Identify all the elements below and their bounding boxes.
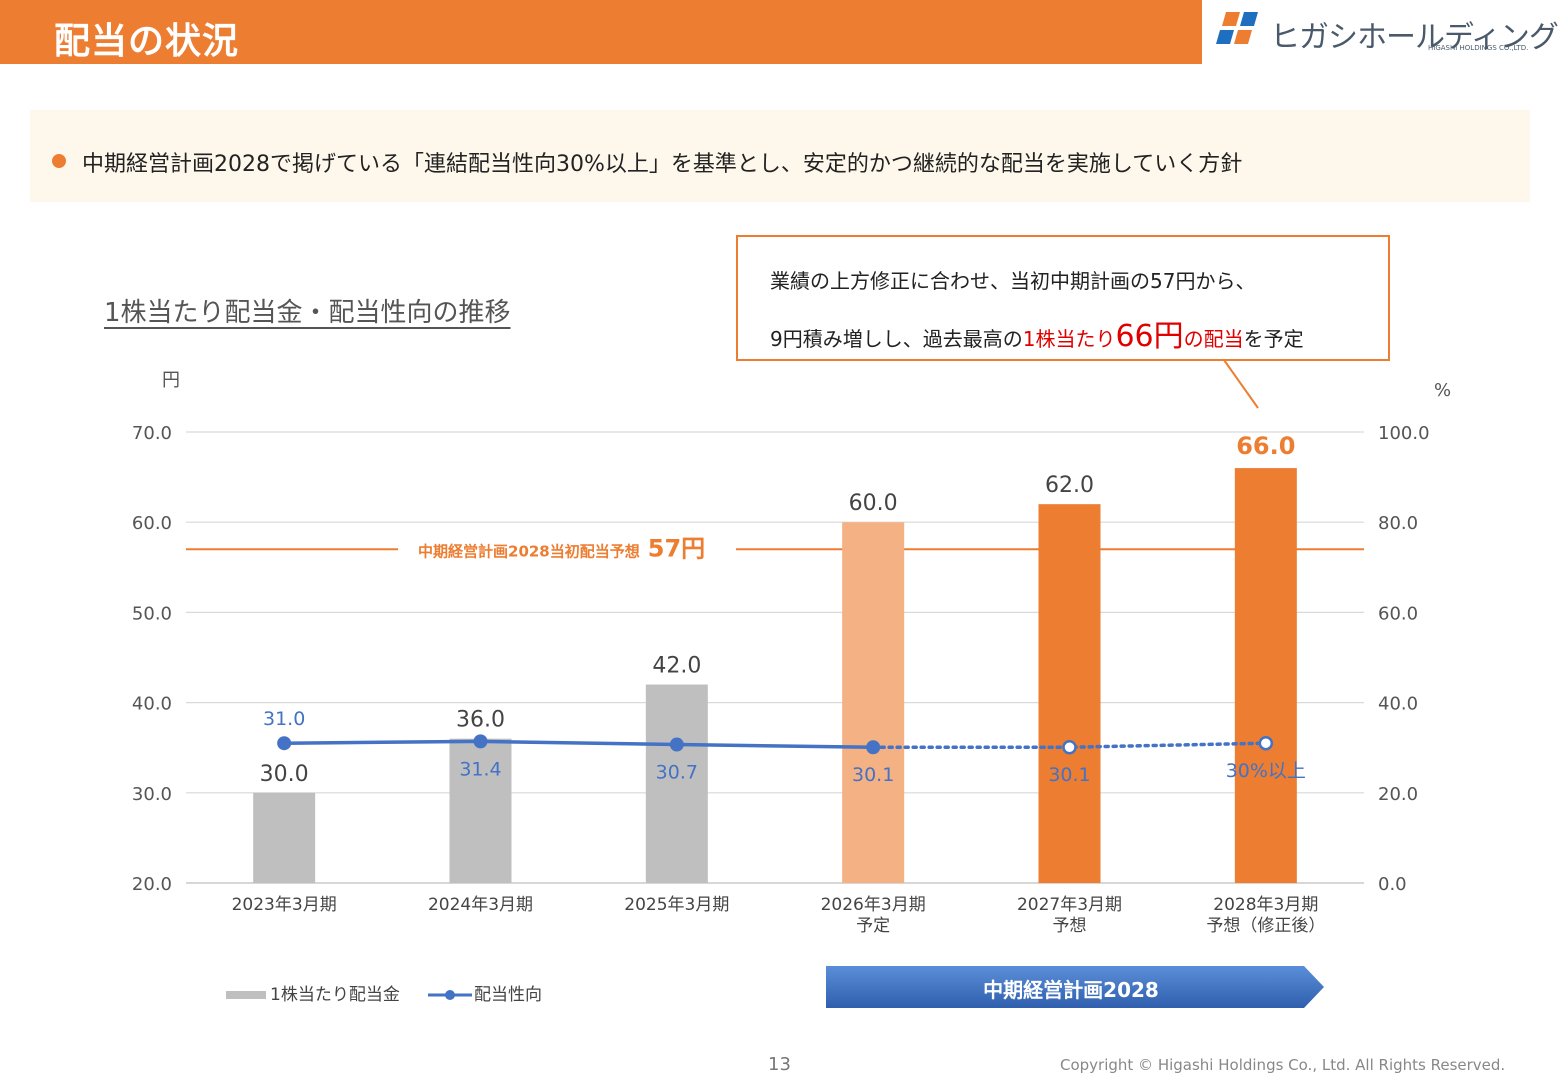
x-category-line1: 2028年3月期 bbox=[1213, 895, 1319, 915]
callout-text-b: 1株当たり bbox=[1022, 327, 1116, 351]
payout-value-label: 31.0 bbox=[263, 708, 305, 730]
x-category-line1: 2024年3月期 bbox=[427, 895, 534, 915]
callout-box: 業績の上方修正に合わせ、当初中期計画の57円から、 9円積み増しし、過去最高の1… bbox=[736, 235, 1390, 361]
y-left-tick-label: 70.0 bbox=[132, 423, 172, 444]
bar-value-label: 62.0 bbox=[1045, 473, 1094, 498]
banner-arrow-shape bbox=[826, 966, 1324, 1008]
y-right-tick-label: 60.0 bbox=[1378, 603, 1418, 624]
logo-subtext: HIGASHI HOLDINGS CO.,LTD. bbox=[1428, 44, 1529, 52]
header-bar: 配当の状況 bbox=[0, 0, 1202, 64]
legend-line-marker-icon bbox=[428, 990, 472, 1000]
bar bbox=[645, 684, 708, 883]
logo-mark-icon bbox=[1216, 12, 1258, 44]
company-logo: ヒガシホールディングス HIGASHI HOLDINGS CO.,LTD. bbox=[1212, 10, 1560, 56]
callout-pointer bbox=[1223, 359, 1259, 409]
x-category-line1: 2023年3月期 bbox=[231, 895, 337, 915]
bar bbox=[449, 738, 512, 883]
payout-value-label: 30.1 bbox=[1048, 764, 1090, 786]
callout-text-a: 9円積み増しし、過去最高の bbox=[770, 327, 1023, 351]
x-category-line1: 2027年3月期 bbox=[1016, 895, 1123, 915]
legend-item-dividend: 1株当たり配当金 bbox=[226, 980, 400, 1005]
payout-line-dashed bbox=[871, 741, 1268, 749]
page-number: 13 bbox=[768, 1054, 791, 1075]
left-axis-unit: 円 bbox=[162, 370, 180, 391]
y-right-tick-label: 0.0 bbox=[1378, 874, 1407, 895]
x-category-label: 2025年3月期 bbox=[597, 895, 757, 916]
y-right-tick-label: 100.0 bbox=[1378, 423, 1430, 444]
callout-line2: 9円積み増しし、過去最高の1株当たり66円の配当を予定 bbox=[770, 311, 1304, 355]
y-left-tick-label: 60.0 bbox=[132, 513, 172, 534]
x-category-line1: 2025年3月期 bbox=[624, 895, 730, 915]
x-category-label: 2028年3月期 予想（修正後） bbox=[1186, 895, 1346, 937]
chart-title: 1株当たり配当金・配当性向の推移 bbox=[104, 298, 511, 328]
bar-value-label: 60.0 bbox=[849, 491, 898, 516]
bar-value-label: 30.0 bbox=[260, 762, 309, 787]
payout-point bbox=[669, 737, 684, 752]
plan-banner-label: 中期経営計画2028 bbox=[983, 978, 1159, 1002]
payout-point bbox=[1062, 739, 1077, 755]
logo-text: ヒガシホールディングス bbox=[1270, 20, 1560, 55]
payout-point bbox=[277, 736, 292, 751]
x-category-label: 2023年3月期 bbox=[204, 895, 364, 916]
payout-value-label: 30%以上 bbox=[1226, 760, 1306, 782]
y-right-tick-label: 20.0 bbox=[1378, 784, 1418, 805]
payout-value-label: 31.4 bbox=[459, 758, 501, 780]
bar bbox=[1038, 504, 1101, 883]
payout-point bbox=[866, 740, 881, 755]
callout-text-d: の配当 bbox=[1183, 327, 1244, 351]
x-category-line2: 予想（修正後） bbox=[1206, 916, 1326, 936]
bar bbox=[842, 522, 905, 883]
callout-highlight-amount: 66円 bbox=[1115, 319, 1184, 354]
legend-label-payout: 配当性向 bbox=[474, 985, 542, 1005]
bar bbox=[253, 792, 316, 883]
reference-line-label: 中期経営計画2028当初配当予想 57円 bbox=[418, 534, 705, 562]
y-left-tick-label: 50.0 bbox=[132, 603, 172, 624]
payout-point bbox=[1258, 735, 1274, 751]
legend-item-payout: 配当性向 bbox=[428, 980, 542, 1005]
policy-text: 中期経営計画2028で掲げている「連結配当性向30%以上」を基準とし、安定的かつ… bbox=[82, 152, 1243, 177]
x-category-label: 2027年3月期 予想 bbox=[990, 895, 1150, 937]
bullet-dot-icon bbox=[52, 154, 66, 168]
payout-line-solid bbox=[284, 739, 874, 749]
x-category-line1: 2026年3月期 bbox=[820, 895, 926, 915]
y-right-tick-label: 80.0 bbox=[1378, 513, 1418, 534]
y-right-tick-label: 40.0 bbox=[1378, 694, 1418, 715]
bar-value-label: 42.0 bbox=[652, 654, 701, 679]
payout-value-label: 30.7 bbox=[656, 762, 698, 784]
plan-banner-arrow: 中期経営計画2028 bbox=[826, 966, 1326, 1008]
policy-box: 中期経営計画2028で掲げている「連結配当性向30%以上」を基準とし、安定的かつ… bbox=[30, 110, 1530, 202]
bar-value-label: 66.0 bbox=[1236, 432, 1295, 460]
callout-text-e: を予定 bbox=[1243, 327, 1304, 351]
x-category-label: 2026年3月期 予定 bbox=[793, 895, 953, 937]
x-category-label: 2024年3月期 bbox=[401, 895, 561, 916]
legend-label-dividend: 1株当たり配当金 bbox=[270, 985, 400, 1005]
payout-point bbox=[473, 734, 488, 749]
right-axis-unit: % bbox=[1434, 380, 1452, 401]
callout-line1: 業績の上方修正に合わせ、当初中期計画の57円から、 bbox=[770, 269, 1256, 293]
legend-swatch-gray bbox=[226, 991, 266, 999]
x-category-line2: 予想 bbox=[1052, 916, 1087, 936]
y-left-tick-label: 40.0 bbox=[132, 694, 172, 715]
bar bbox=[1234, 468, 1297, 883]
y-left-tick-label: 30.0 bbox=[132, 784, 172, 805]
copyright-text: Copyright © Higashi Holdings Co., Ltd. A… bbox=[1060, 1056, 1506, 1074]
x-category-line2: 予定 bbox=[856, 916, 891, 936]
bar-value-label: 36.0 bbox=[456, 708, 505, 733]
page-title: 配当の状況 bbox=[54, 21, 240, 62]
y-left-tick-label: 20.0 bbox=[132, 874, 172, 895]
payout-value-label: 30.1 bbox=[852, 764, 894, 786]
